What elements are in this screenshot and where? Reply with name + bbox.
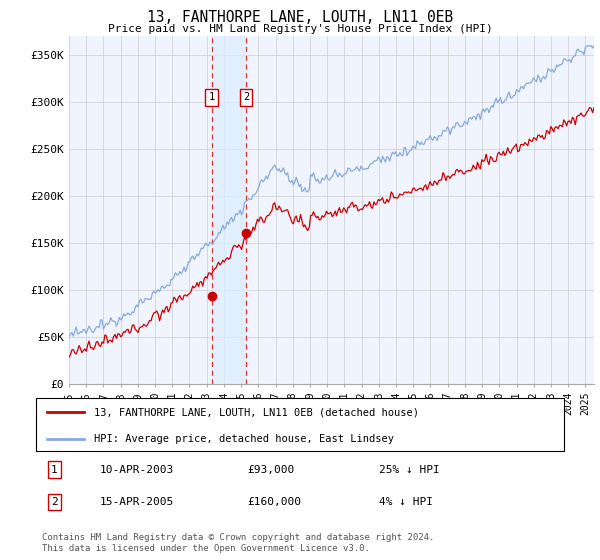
- Text: £160,000: £160,000: [247, 497, 301, 507]
- Text: 2: 2: [51, 497, 58, 507]
- Text: Price paid vs. HM Land Registry's House Price Index (HPI): Price paid vs. HM Land Registry's House …: [107, 24, 493, 34]
- Text: 2: 2: [243, 92, 249, 102]
- FancyBboxPatch shape: [36, 398, 564, 451]
- Text: £93,000: £93,000: [247, 465, 295, 475]
- Text: 1: 1: [208, 92, 215, 102]
- Text: 13, FANTHORPE LANE, LOUTH, LN11 0EB: 13, FANTHORPE LANE, LOUTH, LN11 0EB: [147, 10, 453, 25]
- Text: 15-APR-2005: 15-APR-2005: [100, 497, 173, 507]
- Text: 4% ↓ HPI: 4% ↓ HPI: [379, 497, 433, 507]
- Text: 13, FANTHORPE LANE, LOUTH, LN11 0EB (detached house): 13, FANTHORPE LANE, LOUTH, LN11 0EB (det…: [94, 408, 419, 418]
- Text: 1: 1: [51, 465, 58, 475]
- Bar: [212, 36, 246, 384]
- Text: 25% ↓ HPI: 25% ↓ HPI: [379, 465, 440, 475]
- Text: Contains HM Land Registry data © Crown copyright and database right 2024.
This d: Contains HM Land Registry data © Crown c…: [42, 533, 434, 553]
- Text: 10-APR-2003: 10-APR-2003: [100, 465, 173, 475]
- Text: HPI: Average price, detached house, East Lindsey: HPI: Average price, detached house, East…: [94, 434, 394, 444]
